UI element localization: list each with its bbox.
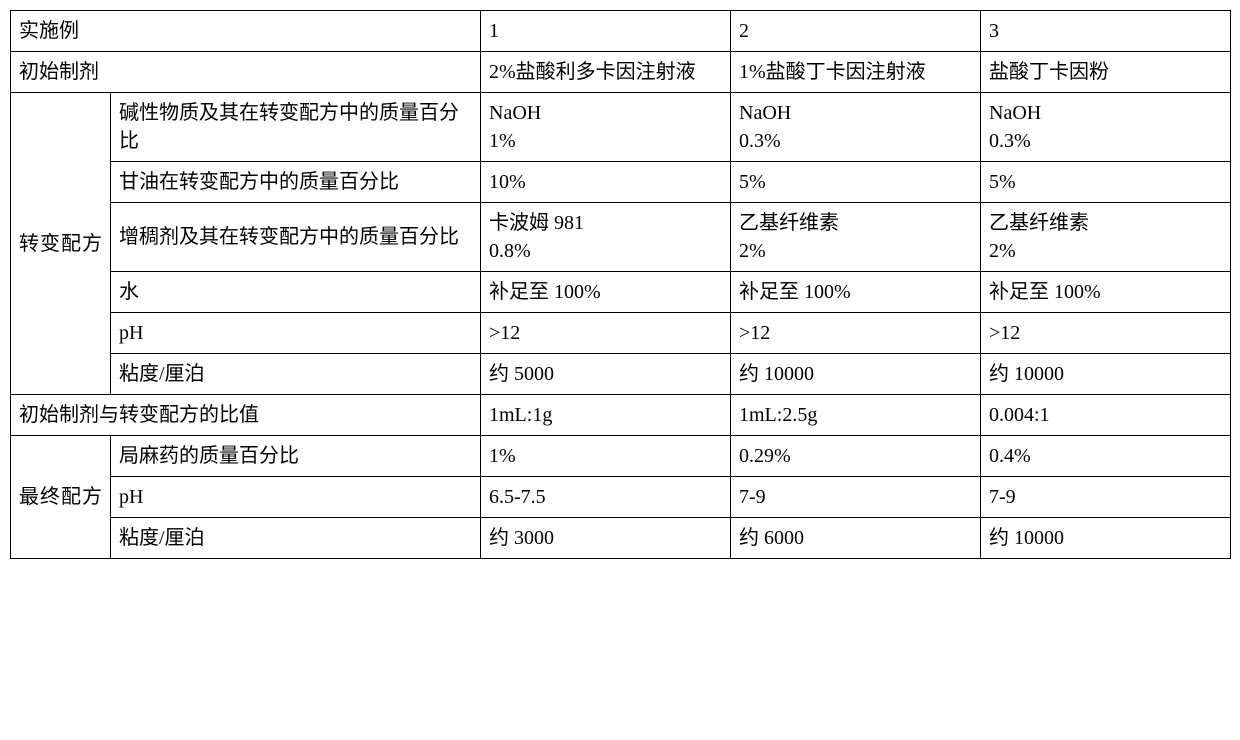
cell: >12 — [981, 313, 1231, 354]
header-col-1: 1 — [481, 11, 731, 52]
table-row: 水 补足至 100% 补足至 100% 补足至 100% — [11, 272, 1231, 313]
cell: 0.4% — [981, 436, 1231, 477]
cell: 卡波姆 9810.8% — [481, 203, 731, 272]
cell: 补足至 100% — [981, 272, 1231, 313]
table-row: 甘油在转变配方中的质量百分比 10% 5% 5% — [11, 162, 1231, 203]
cell: 1mL:2.5g — [731, 395, 981, 436]
cell: 7-9 — [731, 477, 981, 518]
table-row: 粘度/厘泊 约 5000 约 10000 约 10000 — [11, 354, 1231, 395]
cell: 约 3000 — [481, 518, 731, 559]
cell: 约 6000 — [731, 518, 981, 559]
cell: 约 10000 — [981, 354, 1231, 395]
cell: 5% — [981, 162, 1231, 203]
formulation-table: 实施例 1 2 3 初始制剂 2%盐酸利多卡因注射液 1%盐酸丁卡因注射液 盐酸… — [10, 10, 1231, 559]
table-row: 粘度/厘泊 约 3000 约 6000 约 10000 — [11, 518, 1231, 559]
row-viscosity-label: 粘度/厘泊 — [111, 354, 481, 395]
table-row: 增稠剂及其在转变配方中的质量百分比 卡波姆 9810.8% 乙基纤维素2% 乙基… — [11, 203, 1231, 272]
cell: 6.5-7.5 — [481, 477, 731, 518]
cell: 2%盐酸利多卡因注射液 — [481, 52, 731, 93]
row-final-ph-label: pH — [111, 477, 481, 518]
cell: 乙基纤维素2% — [731, 203, 981, 272]
cell: >12 — [731, 313, 981, 354]
row-water-label: 水 — [111, 272, 481, 313]
cell: 约 10000 — [981, 518, 1231, 559]
row-glycerin-label: 甘油在转变配方中的质量百分比 — [111, 162, 481, 203]
header-col-2: 2 — [731, 11, 981, 52]
row-final-viscosity-label: 粘度/厘泊 — [111, 518, 481, 559]
cell: 10% — [481, 162, 731, 203]
row-drug-pct-label: 局麻药的质量百分比 — [111, 436, 481, 477]
cell: 0.004:1 — [981, 395, 1231, 436]
cell: NaOH0.3% — [981, 93, 1231, 162]
cell: 补足至 100% — [731, 272, 981, 313]
cell: 盐酸丁卡因粉 — [981, 52, 1231, 93]
cell: 1%盐酸丁卡因注射液 — [731, 52, 981, 93]
cell: >12 — [481, 313, 731, 354]
cell: 乙基纤维素2% — [981, 203, 1231, 272]
group-transform-label: 转变配方 — [11, 93, 111, 395]
row-ph-label: pH — [111, 313, 481, 354]
table-row: 初始制剂与转变配方的比值 1mL:1g 1mL:2.5g 0.004:1 — [11, 395, 1231, 436]
table-row: pH >12 >12 >12 — [11, 313, 1231, 354]
cell: 1mL:1g — [481, 395, 731, 436]
cell: 补足至 100% — [481, 272, 731, 313]
cell: NaOH1% — [481, 93, 731, 162]
row-initial-label: 初始制剂 — [11, 52, 481, 93]
group-final-label: 最终配方 — [11, 436, 111, 559]
table-row: pH 6.5-7.5 7-9 7-9 — [11, 477, 1231, 518]
table-row: 最终配方 局麻药的质量百分比 1% 0.29% 0.4% — [11, 436, 1231, 477]
cell: 0.29% — [731, 436, 981, 477]
header-col-3: 3 — [981, 11, 1231, 52]
row-alkaline-label: 碱性物质及其在转变配方中的质量百分比 — [111, 93, 481, 162]
row-thickener-label: 增稠剂及其在转变配方中的质量百分比 — [111, 203, 481, 272]
cell: 约 5000 — [481, 354, 731, 395]
table-row: 实施例 1 2 3 — [11, 11, 1231, 52]
cell: 5% — [731, 162, 981, 203]
cell: 1% — [481, 436, 731, 477]
table-row: 初始制剂 2%盐酸利多卡因注射液 1%盐酸丁卡因注射液 盐酸丁卡因粉 — [11, 52, 1231, 93]
row-ratio-label: 初始制剂与转变配方的比值 — [11, 395, 481, 436]
header-label: 实施例 — [11, 11, 481, 52]
table-row: 转变配方 碱性物质及其在转变配方中的质量百分比 NaOH1% NaOH0.3% … — [11, 93, 1231, 162]
cell: 约 10000 — [731, 354, 981, 395]
cell: NaOH0.3% — [731, 93, 981, 162]
cell: 7-9 — [981, 477, 1231, 518]
